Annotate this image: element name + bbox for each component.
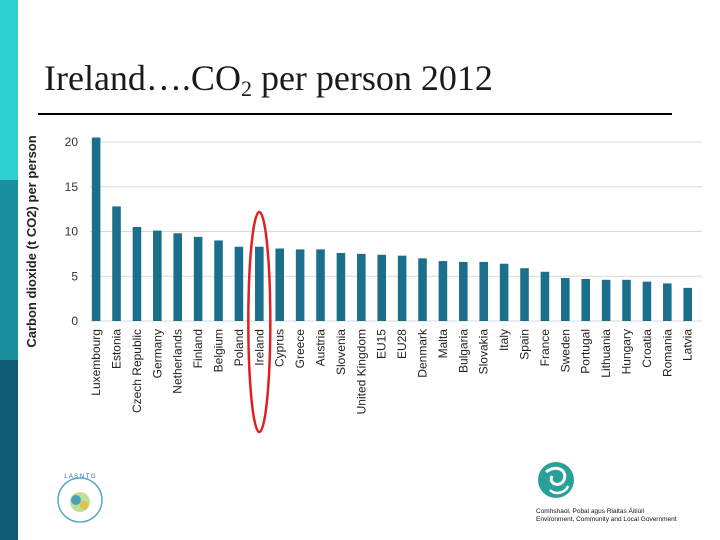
- x-tick-label: Estonia: [110, 329, 124, 369]
- lasntg-logo-text: L A S N T G: [64, 474, 96, 480]
- bar: [275, 248, 285, 321]
- x-tick-label: Ireland: [252, 329, 266, 366]
- bar: [357, 253, 366, 321]
- bar: [520, 268, 529, 321]
- theme-band-top: [0, 0, 18, 180]
- department-name-english: Environment, Community and Local Governm…: [536, 516, 677, 523]
- x-tick-label: Slovakia: [477, 329, 491, 375]
- bar: [336, 252, 346, 321]
- bar: [499, 263, 509, 321]
- x-tick-label: Belgium: [212, 329, 226, 372]
- x-tick-label: Germany: [150, 329, 164, 378]
- title-main: Ireland….CO: [44, 58, 241, 98]
- x-tick-label: Denmark: [416, 328, 430, 378]
- bar: [683, 287, 693, 321]
- x-tick-label: Romania: [660, 329, 674, 377]
- bar: [193, 236, 203, 321]
- department-name: Comhshaol, Pobal agus Rialtas Áitiúil En…: [536, 508, 677, 524]
- x-tick-label: EU15: [375, 329, 389, 359]
- slide-title: Ireland….CO2 per person 2012: [44, 60, 493, 100]
- bar: [663, 283, 672, 321]
- bar: [642, 281, 652, 321]
- y-tick-label: 10: [65, 225, 79, 239]
- x-tick-label: Croatia: [640, 329, 654, 368]
- co2-bar-chart: Carbon dioxide (t CO2) per person 0 5 10 15 2…: [24, 135, 702, 434]
- x-tick-label: EU28: [395, 329, 409, 359]
- bar: [540, 271, 550, 321]
- x-tick-label: Netherlands: [171, 329, 185, 394]
- bar: [459, 261, 468, 321]
- x-tick-label: Lithuania: [599, 329, 613, 378]
- highlight-ellipse: [247, 210, 272, 434]
- x-tick-label: Bulgaria: [456, 329, 470, 373]
- x-tick-label: Czech Republic: [130, 329, 144, 413]
- x-tick-label: Sweden: [558, 329, 572, 372]
- department-name-irish: Comhshaol, Pobal agus Rialtas Áitiúil: [536, 508, 645, 515]
- x-tick-label: Hungary: [620, 329, 634, 374]
- x-tick-label: Malta: [436, 329, 450, 359]
- y-axis-label: Carbon dioxide (t CO2) per person: [24, 135, 39, 347]
- x-tick-label: Luxembourg: [89, 329, 103, 396]
- bar: [112, 206, 121, 321]
- bar: [418, 258, 427, 321]
- x-tick-label: Latvia: [681, 329, 695, 361]
- title-underline: [38, 113, 672, 115]
- x-tick-label: Poland: [232, 329, 246, 366]
- x-tick-label: France: [538, 329, 552, 367]
- bar: [601, 279, 611, 321]
- bar: [316, 249, 325, 321]
- x-tick-label: Greece: [293, 329, 307, 369]
- x-tick-label: Spain: [518, 329, 532, 360]
- title-rest: per person 2012: [251, 58, 493, 98]
- bar: [153, 230, 162, 321]
- y-tick-label: 20: [65, 135, 79, 149]
- bar: [234, 246, 244, 321]
- bar: [581, 278, 591, 321]
- x-tick-label: Cyprus: [273, 329, 287, 367]
- theme-band-middle: [0, 180, 18, 360]
- bar: [91, 137, 101, 321]
- y-tick-label: 15: [65, 180, 79, 194]
- lasntg-logo: L A S N T G: [57, 474, 103, 523]
- bar: [622, 279, 631, 321]
- bar: [295, 249, 305, 321]
- x-tick-label: Italy: [497, 329, 511, 351]
- bar: [377, 254, 387, 321]
- x-tick-label: Slovenia: [334, 329, 348, 375]
- bar: [214, 240, 223, 321]
- y-tick-label: 5: [71, 269, 78, 283]
- x-tick-label: Finland: [191, 329, 205, 368]
- bar: [255, 246, 264, 321]
- bar: [479, 261, 489, 321]
- bar: [132, 227, 142, 321]
- bar: [397, 255, 407, 321]
- x-tick-label: Austria: [314, 329, 328, 367]
- x-tick-label: Portugal: [579, 329, 593, 374]
- theme-band-bottom: [0, 360, 18, 540]
- y-tick-label: 0: [71, 314, 78, 328]
- swirl-logo-icon: [538, 462, 574, 498]
- bar: [561, 278, 570, 321]
- x-tick-label: United Kingdom: [354, 329, 368, 414]
- bar: [173, 233, 183, 321]
- bar: [438, 261, 448, 321]
- title-subscript: 2: [240, 76, 252, 101]
